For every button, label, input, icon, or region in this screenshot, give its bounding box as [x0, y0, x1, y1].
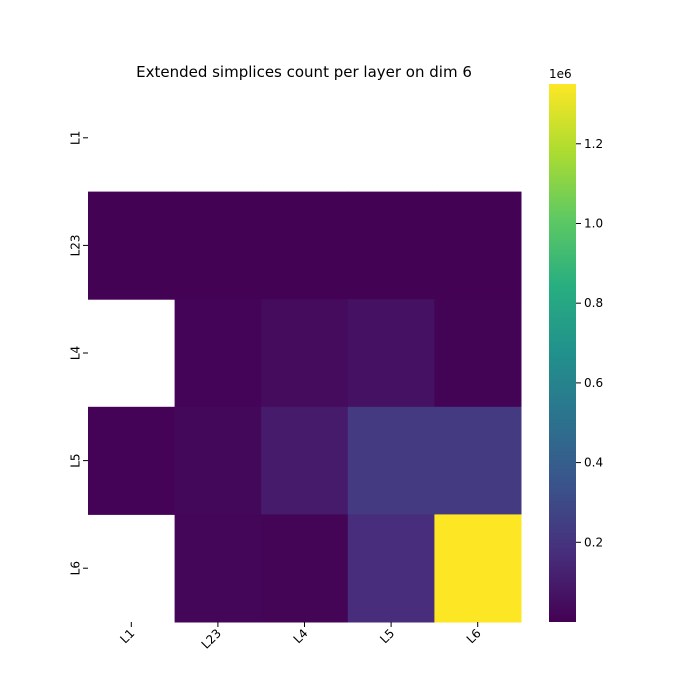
heatmap-cell-L4-L4	[261, 299, 349, 408]
colorbar-tick-label: 0.4	[584, 456, 603, 470]
colorbar	[549, 84, 576, 622]
chart-title: Extended simplices count per layer on di…	[136, 63, 472, 81]
heatmap-cells	[88, 191, 522, 623]
heatmap-cell-L5-L6	[434, 406, 522, 515]
y-tick-label: L23	[69, 234, 83, 256]
heatmap-cell-L4-L5	[347, 299, 435, 408]
colorbar-tick-label: 0.2	[584, 535, 603, 549]
x-tick-label: L4	[291, 626, 311, 646]
colorbar-tick-label: 1.2	[584, 137, 603, 151]
y-tick-label: L4	[69, 346, 83, 360]
y-tick-label: L5	[69, 453, 83, 467]
colorbar-tick-label: 0.6	[584, 376, 603, 390]
colorbar-offset-label: 1e6	[549, 67, 572, 81]
heatmap-cell-L5-L23	[174, 406, 262, 515]
heatmap-cell-L6-L5	[347, 514, 435, 623]
heatmap-cell-L6-L23	[174, 514, 262, 623]
heatmap-cell-L6-L4	[261, 514, 349, 623]
x-axis: L1 L23 L4 L5 L6	[117, 622, 484, 652]
heatmap-cell-L23-L5	[347, 191, 435, 300]
colorbar-tick-label: 0.8	[584, 296, 603, 310]
x-tick-label: L1	[117, 626, 137, 646]
colorbar-tick-label: 1.0	[584, 216, 603, 230]
x-tick-label: L23	[199, 626, 224, 651]
heatmap-cell-L6-L6	[434, 514, 522, 623]
y-tick-label: L1	[69, 131, 83, 145]
x-tick-label: L5	[377, 626, 397, 646]
y-axis: L1 L23 L4 L5 L6	[69, 131, 88, 575]
heatmap-cell-L4-L6	[434, 299, 522, 408]
heatmap-cell-L23-L4	[261, 191, 349, 300]
heatmap-cell-L23-L6	[434, 191, 522, 300]
heatmap-cell-L5-L4	[261, 406, 349, 515]
y-tick-label: L6	[69, 561, 83, 575]
heatmap-cell-L5-L1	[88, 406, 176, 515]
x-tick-label: L6	[464, 626, 484, 646]
heatmap-cell-L4-L23	[174, 299, 262, 408]
heatmap-cell-L23-L1	[88, 191, 176, 300]
colorbar-ticks: 0.2 0.4 0.6 0.8 1.0 1.2	[576, 137, 603, 549]
heatmap-cell-L23-L23	[174, 191, 262, 300]
heatmap-cell-L5-L5	[347, 406, 435, 515]
